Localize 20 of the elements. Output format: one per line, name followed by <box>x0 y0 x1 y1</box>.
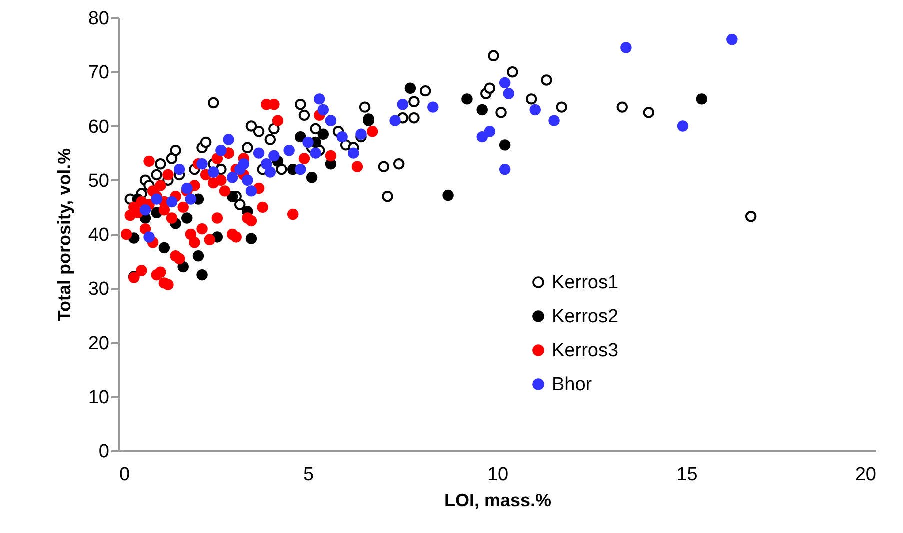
legend-label: Kerros2 <box>552 306 619 328</box>
y-tick-label: 50 <box>88 170 110 192</box>
x-tick-label: 0 <box>120 464 130 486</box>
y-tick-label: 20 <box>88 333 110 354</box>
legend-label: Kerros1 <box>552 272 619 294</box>
y-tick-label: 40 <box>88 225 110 246</box>
x-tick-label: 10 <box>487 464 509 486</box>
y-tick-label: 80 <box>88 8 110 30</box>
x-tick-label: 20 <box>855 464 876 486</box>
y-tick-label: 10 <box>88 387 110 408</box>
y-tick-label: 70 <box>88 62 110 84</box>
legend-label: Kerros3 <box>552 340 619 362</box>
y-axis-title: Total porosity, vol.% <box>54 148 74 322</box>
legend-label: Bhor <box>552 374 593 396</box>
x-tick-label: 5 <box>303 464 314 486</box>
y-tick-label: 60 <box>88 116 110 138</box>
y-tick-label: 0 <box>98 442 110 462</box>
y-tick-label: 30 <box>88 279 110 300</box>
x-axis-title: LOI, mass.% <box>444 490 552 510</box>
x-tick-label: 15 <box>676 464 698 486</box>
